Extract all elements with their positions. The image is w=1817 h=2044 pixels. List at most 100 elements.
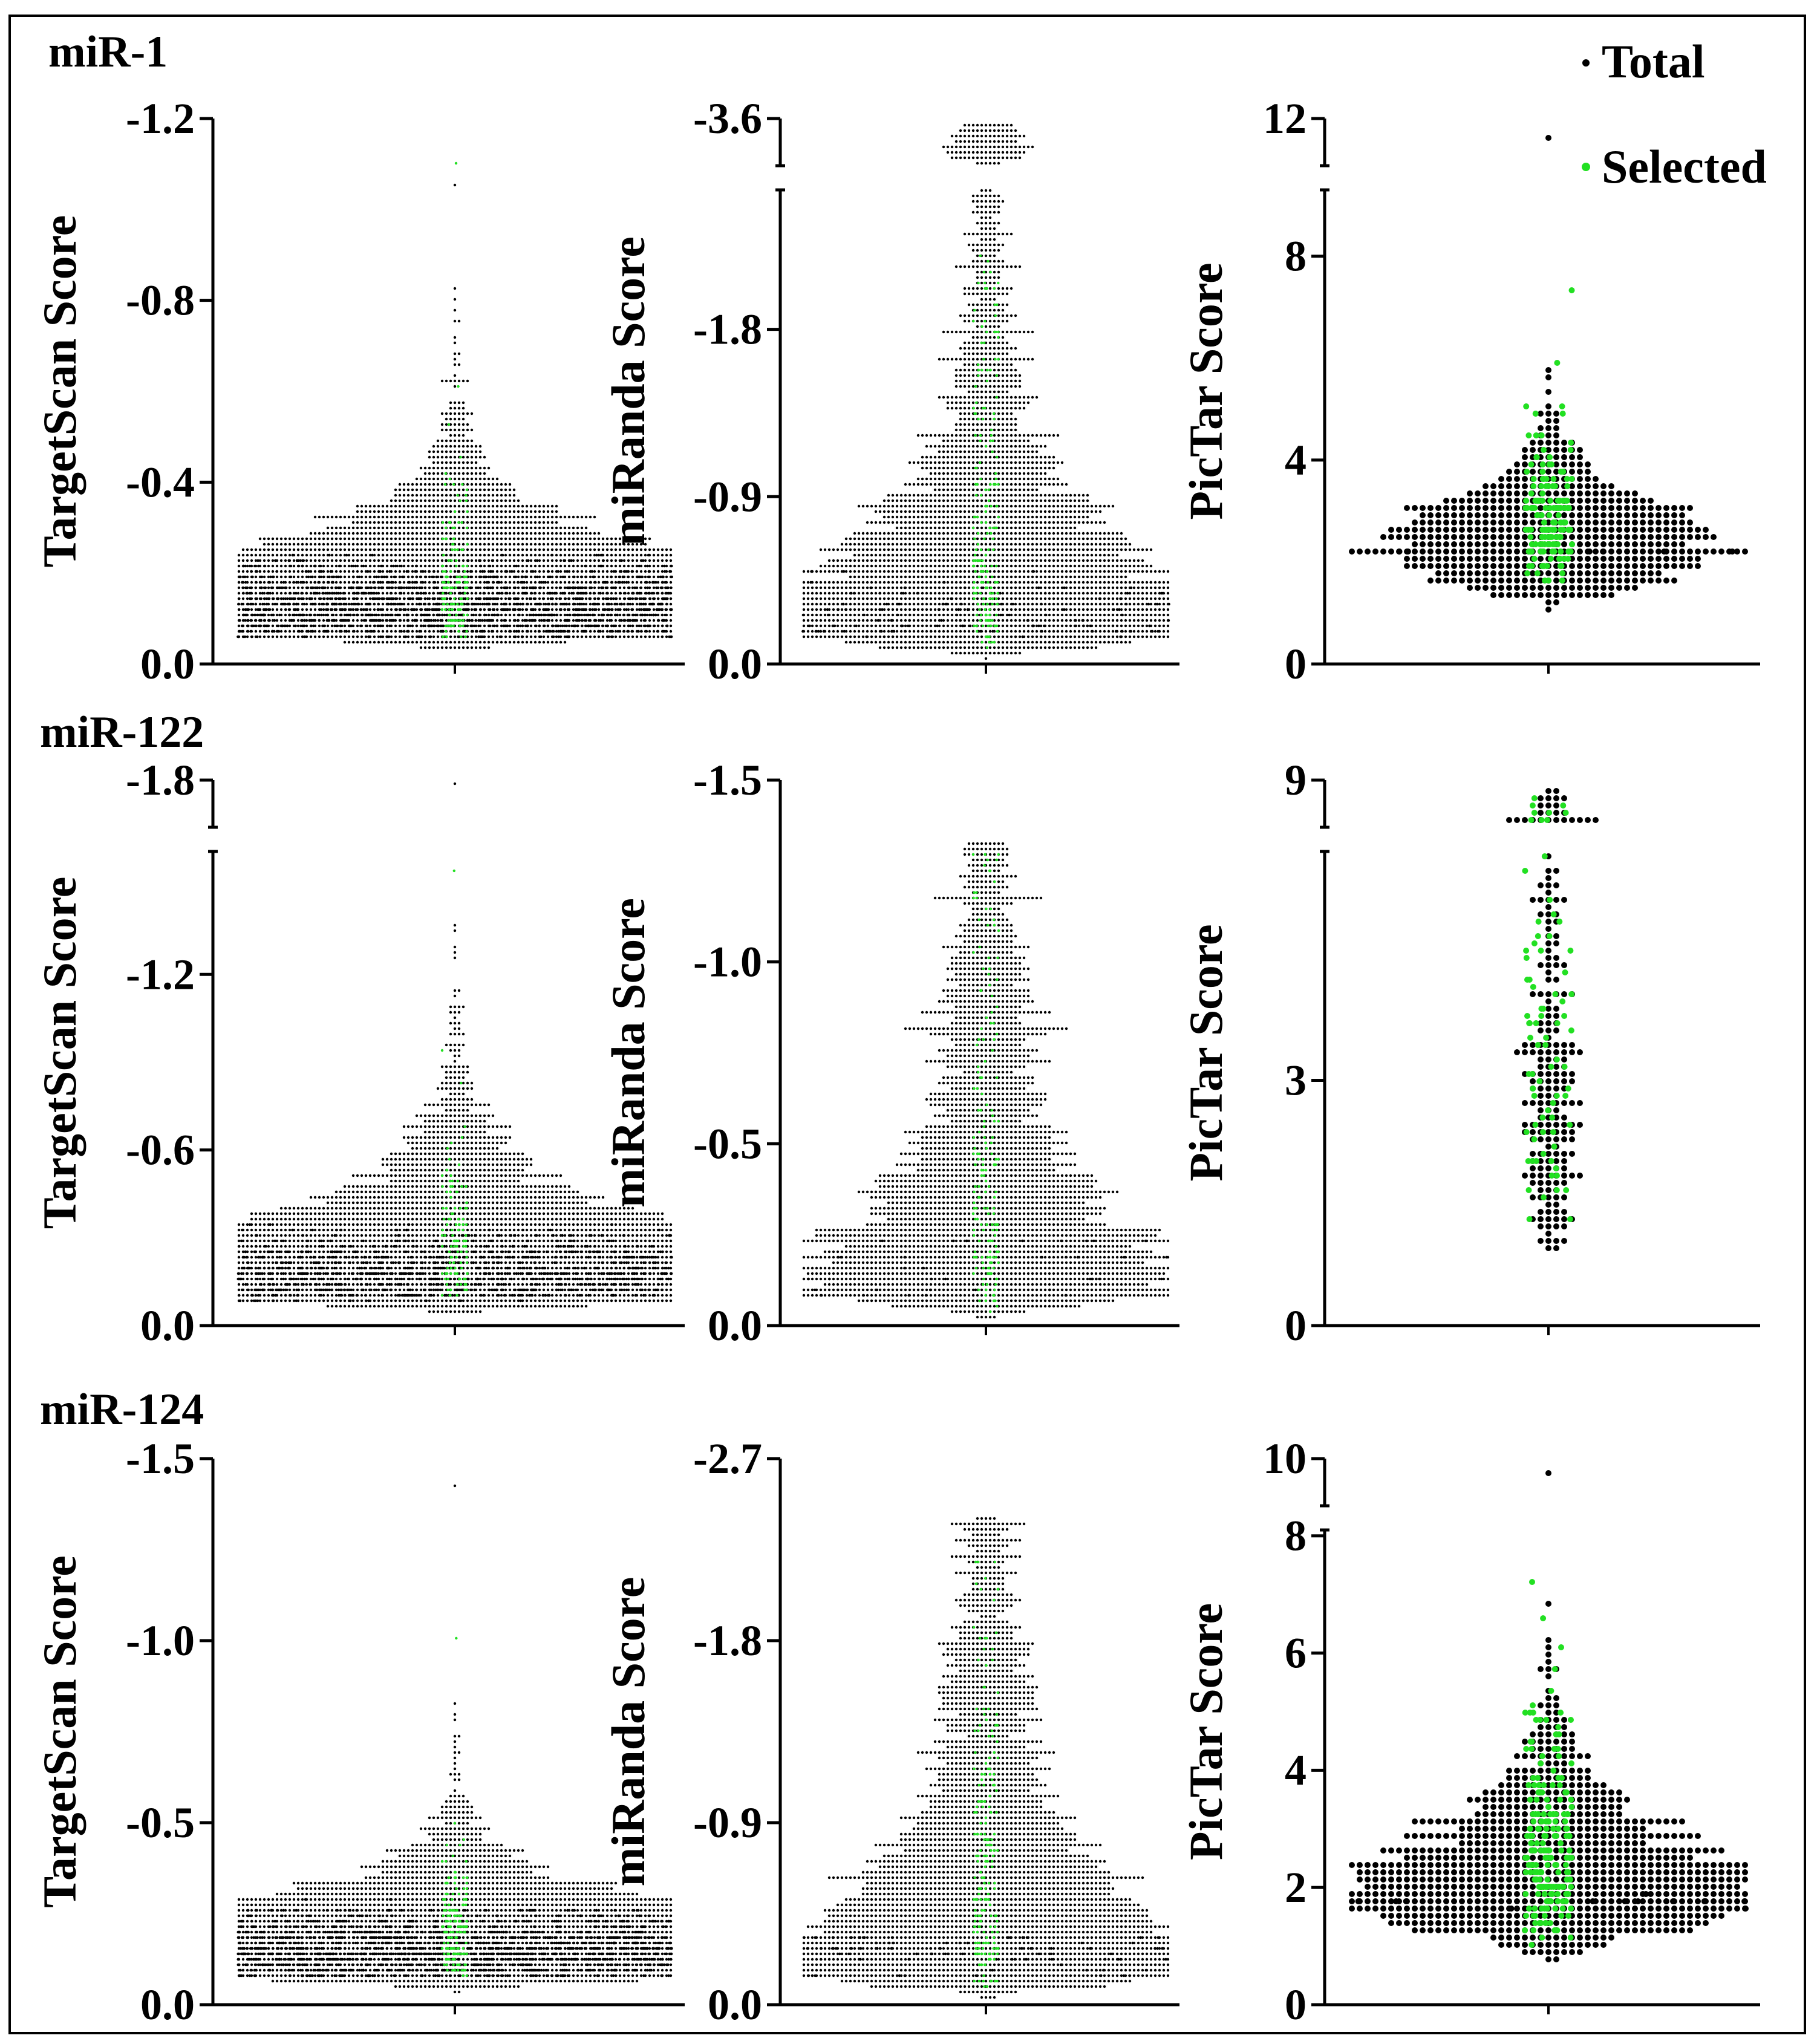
total-point [533,570,537,573]
total-point [318,630,321,633]
total-point [576,570,579,573]
total-point [292,630,296,633]
total-point [521,559,524,562]
total-point [959,635,962,639]
total-point [428,493,431,497]
total-point [1005,635,1009,639]
total-point [255,597,258,601]
total-point [373,640,376,644]
total-point [324,613,328,617]
total-point [377,521,380,524]
selected-point [452,483,455,486]
total-point [296,635,300,639]
total-point [394,510,397,513]
total-point [976,526,979,530]
total-point [478,472,482,475]
total-point [453,439,457,443]
total-point [584,597,588,601]
total-point [338,597,342,601]
total-point [370,619,373,622]
total-point [669,619,673,622]
total-point [584,619,587,622]
total-point [610,564,613,568]
total-point [584,532,588,535]
total-point [271,553,275,557]
total-point [478,504,482,508]
total-point [579,575,583,579]
total-point [299,559,302,562]
total-point [436,630,440,633]
selected-point [442,635,445,639]
total-point [290,619,293,622]
total-point [486,586,489,590]
total-point [1010,499,1013,503]
total-point [331,581,334,584]
total-point [423,564,427,568]
total-point [453,515,457,519]
total-point [507,597,511,601]
total-point [356,635,359,639]
total-point [274,559,277,562]
total-point [567,597,570,601]
total-point [326,559,330,562]
total-point [350,586,353,590]
total-point [390,515,393,519]
selected-point [454,510,457,513]
total-point [580,548,584,552]
selected-point [464,635,467,639]
total-point [488,564,492,568]
total-point [644,635,647,639]
total-point [415,619,419,622]
total-point [984,314,988,317]
total-point [356,553,359,557]
total-point [313,537,317,541]
total-point [419,619,423,622]
total-point [578,613,581,617]
total-point [559,581,563,584]
total-point [514,575,518,579]
total-point [650,602,654,606]
total-point [360,597,364,601]
total-point [665,602,668,606]
total-point [487,537,491,541]
total-point [449,466,452,470]
total-point [415,608,419,611]
total-point [342,602,345,606]
total-point [478,450,482,454]
total-point [449,532,452,535]
total-point [584,515,588,519]
total-point [406,575,410,579]
total-point [398,553,402,557]
total-point [484,597,488,601]
total-point [463,597,467,601]
total-point [980,379,984,383]
total-point [246,553,249,557]
total-point [313,581,316,584]
total-point [640,608,643,611]
total-point [639,635,643,639]
total-point [976,619,979,622]
total-point [1018,619,1022,622]
total-point [466,483,469,486]
total-point [576,553,579,557]
total-point [313,564,316,568]
total-point [338,602,341,606]
total-point [610,553,613,557]
total-point [449,439,452,443]
total-point [478,613,481,617]
total-point [469,624,472,628]
total-point [408,581,411,584]
total-point [344,597,347,601]
total-point [483,493,486,497]
total-point [385,515,389,519]
total-point [376,624,379,628]
total-point [440,450,444,454]
total-point [664,630,667,633]
selected-point [466,613,469,617]
total-point [984,472,988,475]
selected-point [450,624,454,628]
total-point [323,630,327,633]
total-point [988,249,992,252]
total-point [353,602,356,606]
total-point [347,597,351,601]
